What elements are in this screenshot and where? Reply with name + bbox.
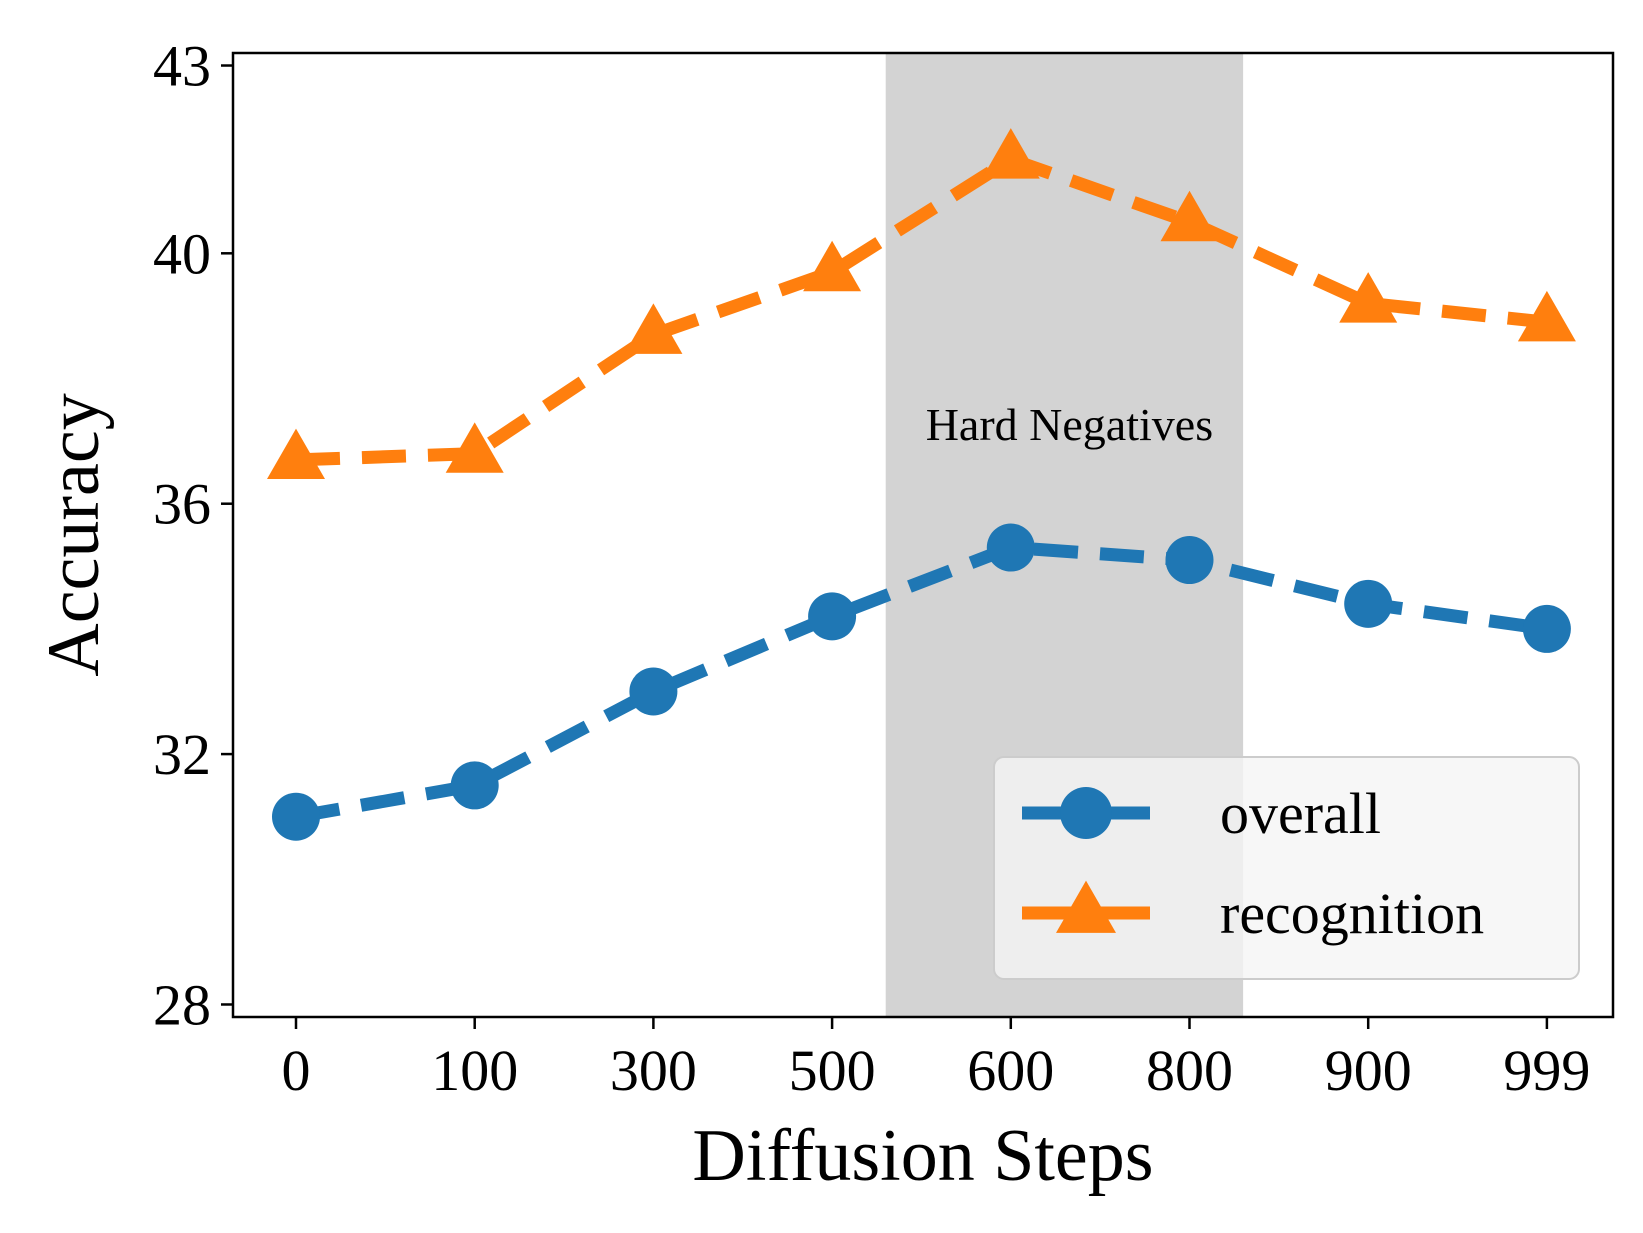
data-point-overall	[1165, 536, 1214, 585]
x-axis: 0 100 300 500 600 800 900 999	[282, 1017, 1590, 1103]
legend-label-overall: overall	[1220, 781, 1381, 846]
x-tick-label: 300	[610, 1038, 697, 1103]
legend-label-recognition: recognition	[1220, 881, 1484, 946]
series-line-overall	[294, 540, 1548, 824]
plot-frame	[231, 51, 1615, 1019]
y-axis: 28 32 36 40 43	[153, 34, 233, 1037]
x-tick-label: 600	[967, 1038, 1054, 1103]
data-point-recognition	[1517, 290, 1576, 342]
x-tick-label: 500	[789, 1038, 876, 1103]
x-tick-label: 0	[282, 1038, 311, 1103]
x-tick-label: 800	[1146, 1038, 1233, 1103]
y-tick-label: 32	[153, 722, 211, 787]
data-point-recognition	[1160, 190, 1219, 242]
shaded-region-label: Hard Negatives	[926, 399, 1213, 450]
data-point-recognition	[981, 128, 1040, 179]
x-tick-label: 900	[1325, 1038, 1412, 1103]
y-tick-label: 36	[153, 472, 211, 537]
series-layer	[267, 128, 1576, 841]
series-overall	[272, 523, 1571, 841]
y-tick-label: 28	[153, 972, 211, 1037]
series-recognition	[267, 128, 1576, 480]
data-point-overall	[808, 592, 857, 641]
y-axis-title: Accuracy	[33, 393, 115, 676]
data-point-recognition	[445, 422, 504, 473]
data-point-recognition	[803, 240, 862, 292]
x-tick-label: 999	[1503, 1038, 1590, 1103]
data-point-recognition	[624, 303, 683, 354]
legend-marker-overall	[1060, 787, 1112, 839]
y-tick-label: 40	[153, 221, 211, 286]
data-point-overall	[272, 792, 320, 841]
data-point-overall	[450, 761, 499, 810]
x-axis-title: Diffusion Steps	[692, 1115, 1153, 1197]
data-point-overall	[986, 523, 1035, 572]
series-line-recognition	[295, 152, 1548, 467]
legend: overall recognition	[993, 756, 1580, 980]
x-tick-label: 100	[431, 1038, 518, 1103]
data-point-overall	[1522, 604, 1571, 653]
y-tick-label: 43	[153, 34, 211, 99]
legend-marker-recognition	[1056, 880, 1116, 933]
data-point-recognition	[1339, 272, 1398, 323]
data-point-overall	[629, 667, 678, 716]
data-point-overall	[1344, 579, 1393, 628]
data-point-recognition	[267, 428, 325, 480]
